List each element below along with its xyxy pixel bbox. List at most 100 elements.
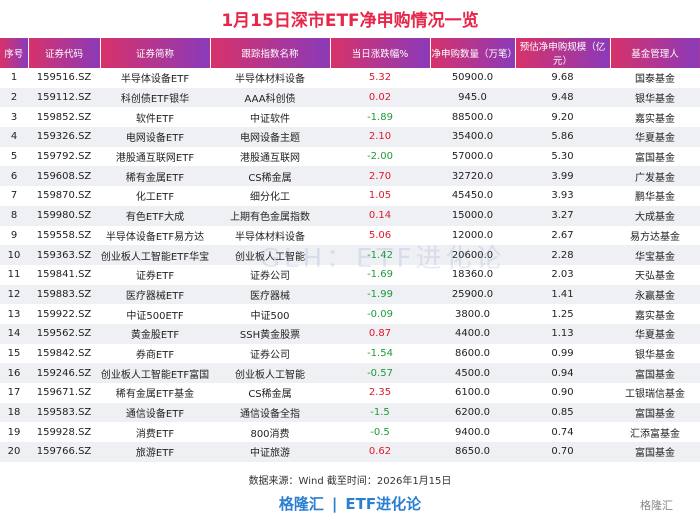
table-row: 16 159246.SZ 创业板人工智能ETF富国 创业板人工智能 -0.57 4500.… <box>0 363 700 383</box>
table-row: 5 159792.SZ 港股通互联网ETF 港股通互联网 -2.00 57000.0 5.3… <box>0 147 700 167</box>
table-cell: 12000.0 <box>451 229 494 241</box>
table-row: 7 159870.SZ 化工ETF 细分化工 1.05 45450.0 3.93 鹏华基金 <box>0 186 700 206</box>
table-cell: 5 <box>10 151 18 163</box>
table-cell: 9 <box>10 229 18 241</box>
table-cell: 159246.SZ <box>28 363 100 383</box>
table-row: 15 159842.SZ 券商ETF 证券公司 -1.54 8600.0 0.99 银华基金 <box>0 344 700 364</box>
table-cell: -2.00 <box>367 151 393 163</box>
table-cell: 电网设备ETF <box>100 127 210 147</box>
table-cell: 旅游ETF <box>100 442 210 462</box>
table-cell: 159608.SZ <box>28 166 100 187</box>
title: 1月15日深市ETF净申购情况一览 <box>221 11 479 31</box>
table-cell: 0.70 <box>515 442 610 462</box>
table-row: 3 159852.SZ 软件ETF 中证软件 -1.89 88500.0 9.20 嘉实基金 <box>0 107 700 127</box>
table-cell: 6 <box>0 166 28 187</box>
table-cell: 广发基金 <box>610 166 700 187</box>
table-cell: 32720.0 <box>430 166 515 187</box>
table-cell: 15 <box>7 347 21 359</box>
table-cell: 1.25 <box>551 308 574 320</box>
table-cell: 12 <box>0 284 28 305</box>
table-cell: 1.41 <box>515 284 610 305</box>
table-cell: 5.32 <box>368 72 392 84</box>
table-cell: 国泰基金 <box>635 74 675 86</box>
table-cell: CS稀金属 <box>248 389 292 401</box>
table-cell: 0.99 <box>551 347 574 359</box>
table-cell: 159842.SZ <box>36 347 92 359</box>
table-cell: 创业板人工智能 <box>210 245 330 265</box>
table-cell: 中证软件 <box>250 113 290 125</box>
source-note: 数据来源：Wind 截至时间：2026年1月15日 <box>248 476 452 487</box>
table-cell: 2 <box>0 87 28 108</box>
table-cell: 9400.0 <box>455 426 490 438</box>
table-cell: CS稀金属 <box>210 166 330 187</box>
table-row: 2 159112.SZ 科创债ETF银华 AAA科创债 0.02 945.0 9.48 银华基… <box>0 87 700 108</box>
table-cell: 159363.SZ <box>28 245 100 265</box>
table-cell: 159112.SZ <box>28 87 100 108</box>
table-cell: 159870.SZ <box>36 190 92 202</box>
table-cell: AAA科创债 <box>210 87 330 108</box>
table-cell: 通信设备ETF <box>100 402 210 423</box>
table-cell: 10 <box>0 245 28 265</box>
table-cell: 18 <box>0 402 28 423</box>
table-cell: 工银瑞信基金 <box>625 389 685 401</box>
table-row: 1 159516.SZ 半导体设备ETF 半导体材料设备 5.32 50900.0 9.68… <box>0 68 700 88</box>
table-cell: 汇添富基金 <box>630 428 680 440</box>
table-cell: 945.0 <box>430 87 515 108</box>
table-cell: 11 <box>7 269 21 281</box>
table-cell: 159980.SZ <box>28 205 100 226</box>
table-cell: 港股通互联网 <box>240 153 300 165</box>
table-row: 18 159583.SZ 通信设备ETF 通信设备全指 -1.5 6200.0 0.85 富国… <box>0 402 700 423</box>
table-cell: 3.99 <box>515 166 610 187</box>
table-cell: 华夏基金 <box>610 323 700 344</box>
table-cell: 半导体材料设备 <box>235 231 305 243</box>
table-cell: 45450.0 <box>451 190 494 202</box>
table-cell: 创业板人工智能ETF华宝 <box>100 245 210 265</box>
table-cell: 1.05 <box>368 190 392 202</box>
table-cell: 证券公司 <box>250 271 290 283</box>
table-cell: 港股通互联网ETF <box>115 153 195 165</box>
table-cell: 0.90 <box>551 387 574 399</box>
table-cell: -1.54 <box>367 347 393 359</box>
table-cell: 天弘基金 <box>635 271 675 283</box>
table-cell: 富国基金 <box>610 402 700 423</box>
table-cell: 永赢基金 <box>610 284 700 305</box>
table-cell: 16 <box>0 363 28 383</box>
table-cell: 6200.0 <box>430 402 515 423</box>
table-row: 8 159980.SZ 有色ETF大成 上期有色金属指数 0.14 15000.0 3.27… <box>0 205 700 226</box>
table-cell: -1.5 <box>330 402 430 423</box>
table-row: 17 159671.SZ 稀有金属ETF基金 CS稀金属 2.35 6100.0 0.90 工… <box>0 383 700 403</box>
table-cell: 5.06 <box>368 229 392 241</box>
table-cell: 19 <box>7 426 21 438</box>
table-cell: 25900.0 <box>430 284 515 305</box>
table-cell: 159562.SZ <box>28 323 100 344</box>
table-cell: 2.28 <box>515 245 610 265</box>
table-cell: 0.94 <box>515 363 610 383</box>
table-cell: 13 <box>7 308 21 320</box>
table-cell: 中证旅游 <box>210 442 330 462</box>
table-cell: 2.10 <box>330 127 430 147</box>
table-cell: 159883.SZ <box>28 284 100 305</box>
table-row: 12 159883.SZ 医疗器械ETF 医疗器械 -1.99 25900.0 1.41 永赢… <box>0 284 700 305</box>
table-cell: 稀有金属ETF基金 <box>115 389 195 401</box>
table-row: 10 159363.SZ 创业板人工智能ETF华宝 创业板人工智能 -1.42 20600… <box>0 245 700 265</box>
table-cell: 159792.SZ <box>36 151 92 163</box>
table-cell: 3.27 <box>515 205 610 226</box>
brand-left: 格隆汇 <box>278 495 324 513</box>
table-cell: 14 <box>0 323 28 344</box>
column-header: 证券简称 <box>100 38 211 68</box>
table-cell: 半导体材料设备 <box>235 74 305 86</box>
table-row: 13 159922.SZ 中证500ETF 中证500 -0.09 3800.0 1.25 嘉… <box>0 304 700 324</box>
table-cell: 9.20 <box>551 111 574 123</box>
table-cell: 中证500 <box>250 310 290 322</box>
table-cell: -0.5 <box>370 426 390 438</box>
watermark: GLH：ETF进化论 <box>260 244 506 274</box>
brand: 格隆汇 | ETF进化论 <box>278 495 422 513</box>
table-cell: 57000.0 <box>451 151 494 163</box>
table-cell: 嘉实基金 <box>635 113 675 125</box>
table-cell: -1.42 <box>330 245 430 265</box>
table-cell: 证券公司 <box>250 349 290 361</box>
header-row: 序号 证券代码 证券简称 跟踪指数名称 当日涨跌幅% 净申购数量（万笔） 预估净申购规模（亿… <box>0 38 700 68</box>
table-cell: 8 <box>0 205 28 226</box>
table-row: 4 159326.SZ 电网设备ETF 电网设备主题 2.10 35400.0 5.86 华夏… <box>0 127 700 147</box>
